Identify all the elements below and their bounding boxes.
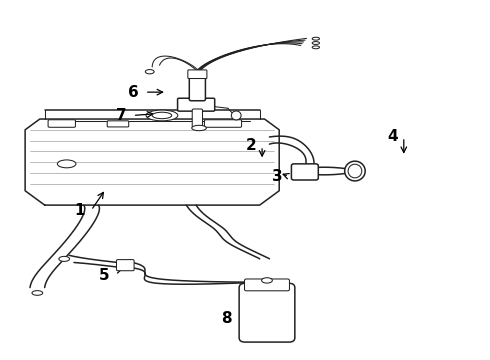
Ellipse shape <box>152 112 171 119</box>
FancyBboxPatch shape <box>192 109 202 127</box>
Text: 5: 5 <box>99 267 110 283</box>
Text: 8: 8 <box>221 311 232 325</box>
FancyBboxPatch shape <box>177 98 215 111</box>
FancyBboxPatch shape <box>204 120 242 127</box>
Ellipse shape <box>59 256 70 261</box>
Ellipse shape <box>312 41 319 44</box>
FancyBboxPatch shape <box>48 120 75 127</box>
FancyBboxPatch shape <box>189 76 205 101</box>
FancyBboxPatch shape <box>239 283 295 342</box>
FancyBboxPatch shape <box>117 260 134 271</box>
Ellipse shape <box>312 46 319 49</box>
Text: 4: 4 <box>387 130 398 144</box>
Polygon shape <box>25 119 279 205</box>
Ellipse shape <box>146 110 178 121</box>
Ellipse shape <box>262 278 272 283</box>
Ellipse shape <box>192 125 206 131</box>
Text: 3: 3 <box>272 169 283 184</box>
Ellipse shape <box>146 69 154 74</box>
FancyBboxPatch shape <box>107 121 129 127</box>
Ellipse shape <box>348 164 362 178</box>
Ellipse shape <box>32 291 43 295</box>
Ellipse shape <box>57 160 76 168</box>
Text: 7: 7 <box>116 108 127 123</box>
FancyBboxPatch shape <box>188 70 207 78</box>
Ellipse shape <box>312 37 319 40</box>
Text: 6: 6 <box>128 85 139 100</box>
Text: 1: 1 <box>74 203 85 218</box>
Ellipse shape <box>344 161 365 181</box>
Text: 2: 2 <box>245 139 256 153</box>
FancyBboxPatch shape <box>245 279 290 291</box>
Ellipse shape <box>231 111 241 120</box>
FancyBboxPatch shape <box>292 164 319 180</box>
